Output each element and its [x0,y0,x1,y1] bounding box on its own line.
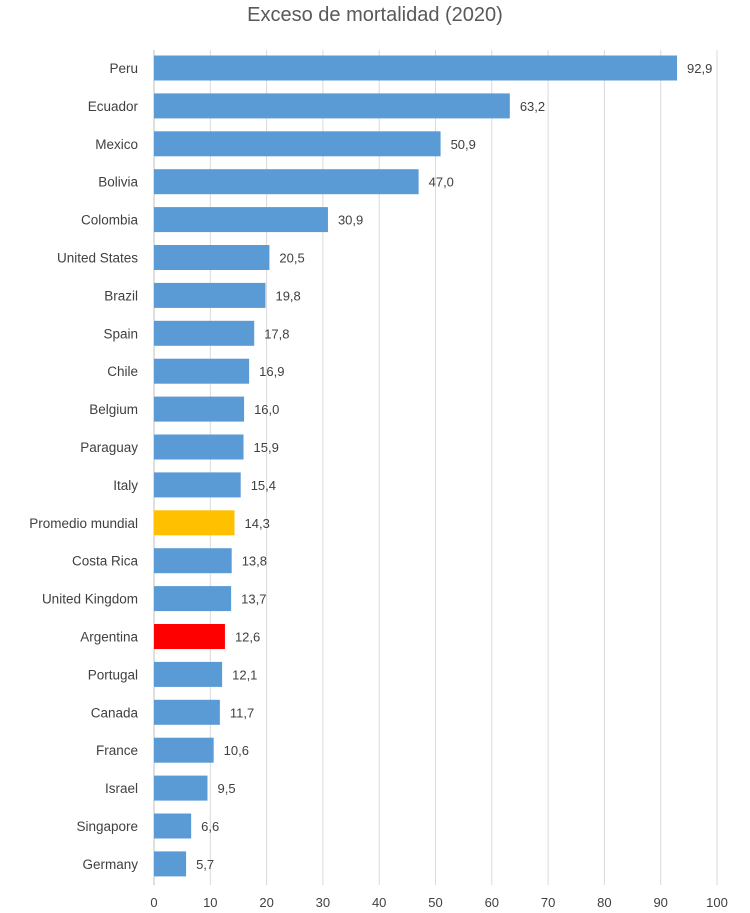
bar [154,434,244,460]
category-label: Canada [91,705,139,720]
x-tick-label: 80 [597,895,611,910]
data-label: 15,4 [251,478,276,493]
bar [154,358,250,384]
data-label: 12,6 [235,630,260,645]
data-label: 5,7 [196,857,214,872]
data-label: 47,0 [429,175,454,190]
bar [154,472,241,498]
bar [154,169,419,195]
x-tick-label: 50 [428,895,442,910]
data-label: 13,7 [241,592,266,607]
x-tick-label: 20 [259,895,273,910]
bar [154,813,192,839]
bar [154,699,220,725]
category-label: Belgium [89,402,138,417]
category-label: Ecuador [88,99,139,114]
category-label: Paraguay [80,440,138,455]
bar [154,510,235,536]
x-tick-label: 90 [653,895,667,910]
data-label: 9,5 [217,781,235,796]
category-label: Brazil [104,288,138,303]
data-label: 92,9 [687,61,712,76]
category-label: Spain [103,326,138,341]
bar [154,737,214,763]
data-label: 6,6 [201,819,219,834]
bar [154,775,208,801]
data-label: 50,9 [451,137,476,152]
category-label: United Kingdom [42,592,138,607]
bar [154,396,245,422]
category-label: Colombia [81,213,139,228]
chart-title: Exceso de mortalidad (2020) [247,4,503,26]
bar [154,624,225,649]
x-tick-label: 70 [541,895,555,910]
category-label: Singapore [76,819,138,834]
x-tick-label: 30 [316,895,330,910]
category-label: Italy [113,478,138,493]
data-label: 12,1 [232,667,257,682]
bar [154,93,510,119]
category-label: France [96,743,138,758]
category-label: Israel [105,781,138,796]
category-label: United States [57,251,138,266]
data-label: 14,3 [245,516,270,531]
x-tick-label: 10 [203,895,217,910]
category-label: Mexico [95,137,138,152]
data-label: 11,7 [230,705,254,720]
bar [154,661,223,687]
data-label: 15,9 [254,440,279,455]
data-label: 63,2 [520,99,545,114]
bar [154,207,328,233]
bar [154,851,187,877]
category-label: Chile [107,364,138,379]
category-label: Bolivia [98,175,138,190]
data-label: 16,9 [259,364,284,379]
category-label: Argentina [80,630,138,645]
bar [154,320,255,346]
data-label: 19,8 [275,288,300,303]
bar [154,548,232,574]
category-label: Costa Rica [72,554,139,569]
bar [154,282,266,308]
category-label: Peru [109,61,138,76]
bar [154,131,441,157]
data-label: 20,5 [279,251,304,266]
category-label: Germany [82,857,138,872]
bar [154,245,270,270]
bar [154,55,678,81]
data-label: 30,9 [338,213,363,228]
category-label: Promedio mundial [29,516,138,531]
x-tick-label: 0 [150,895,157,910]
data-label: 17,8 [264,326,289,341]
category-label: Portugal [88,667,138,682]
x-tick-label: 40 [372,895,386,910]
data-label: 16,0 [254,402,279,417]
bar [154,586,232,612]
x-tick-label: 100 [706,895,728,910]
data-label: 13,8 [242,554,267,569]
x-tick-label: 60 [485,895,499,910]
data-label: 10,6 [224,743,249,758]
